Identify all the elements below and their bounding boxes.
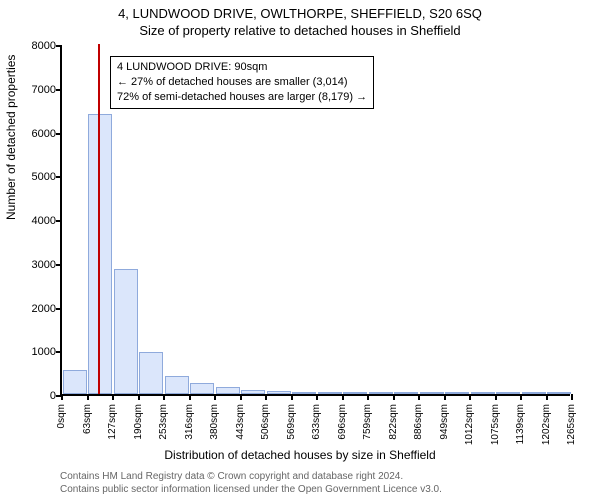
xtick-mark	[214, 394, 216, 400]
chart-subtitle: Size of property relative to detached ho…	[0, 21, 600, 38]
xtick-label: 316sqm	[184, 404, 195, 440]
histogram-bar	[496, 392, 520, 394]
xtick-mark	[189, 394, 191, 400]
ytick-label: 8000	[32, 40, 56, 52]
xtick-mark	[367, 394, 369, 400]
xtick-label: 1012sqm	[464, 404, 475, 445]
xtick-mark	[520, 394, 522, 400]
histogram-bar	[394, 392, 418, 394]
histogram-bar	[420, 392, 444, 394]
xtick-label: 886sqm	[413, 404, 424, 440]
ytick-mark	[56, 264, 62, 266]
x-axis-label: Distribution of detached houses by size …	[0, 448, 600, 462]
histogram-bar	[547, 392, 571, 394]
xtick-label: 190sqm	[133, 404, 144, 440]
histogram-bar	[63, 370, 87, 394]
ytick-mark	[56, 176, 62, 178]
ytick-mark	[56, 133, 62, 135]
xtick-label: 253sqm	[158, 404, 169, 440]
xtick-mark	[393, 394, 395, 400]
xtick-mark	[163, 394, 165, 400]
ytick-label: 5000	[32, 171, 56, 183]
ytick-label: 1000	[32, 346, 56, 358]
xtick-label: 443sqm	[235, 404, 246, 440]
ytick-label: 7000	[32, 84, 56, 96]
xtick-label: 63sqm	[82, 404, 93, 434]
xtick-mark	[546, 394, 548, 400]
histogram-bar	[267, 391, 291, 394]
histogram-bar	[241, 390, 265, 394]
histogram-bar	[318, 392, 342, 394]
xtick-mark	[444, 394, 446, 400]
property-marker-line	[98, 44, 100, 394]
histogram-bar	[522, 392, 546, 394]
xtick-label: 1202sqm	[541, 404, 552, 445]
ytick-label: 2000	[32, 303, 56, 315]
xtick-mark	[316, 394, 318, 400]
infobox-line: ← 27% of detached houses are smaller (3,…	[117, 75, 367, 90]
footer-line-1: Contains HM Land Registry data © Crown c…	[60, 470, 442, 483]
chart-plot-area: 4 LUNDWOOD DRIVE: 90sqm← 27% of detached…	[60, 46, 570, 396]
histogram-bar	[445, 392, 469, 394]
footer-line-2: Contains public sector information licen…	[60, 483, 442, 496]
footer-attribution: Contains HM Land Registry data © Crown c…	[60, 470, 442, 496]
infobox-line: 72% of semi-detached houses are larger (…	[117, 90, 367, 105]
xtick-label: 759sqm	[362, 404, 373, 440]
xtick-label: 0sqm	[56, 404, 67, 428]
xtick-mark	[342, 394, 344, 400]
histogram-bar	[88, 114, 112, 394]
xtick-mark	[571, 394, 573, 400]
xtick-label: 696sqm	[337, 404, 348, 440]
xtick-mark	[138, 394, 140, 400]
property-info-box: 4 LUNDWOOD DRIVE: 90sqm← 27% of detached…	[110, 56, 374, 109]
xtick-mark	[291, 394, 293, 400]
xtick-mark	[112, 394, 114, 400]
xtick-mark	[240, 394, 242, 400]
xtick-label: 127sqm	[107, 404, 118, 440]
xtick-label: 1265sqm	[566, 404, 577, 445]
histogram-bar	[139, 352, 163, 394]
ytick-label: 0	[50, 390, 56, 402]
y-axis-label: Number of detached properties	[4, 55, 18, 220]
xtick-label: 949sqm	[439, 404, 450, 440]
xtick-mark	[87, 394, 89, 400]
ytick-mark	[56, 351, 62, 353]
xtick-label: 633sqm	[311, 404, 322, 440]
xtick-mark	[265, 394, 267, 400]
ytick-mark	[56, 89, 62, 91]
xtick-label: 1075sqm	[490, 404, 501, 445]
ytick-mark	[56, 220, 62, 222]
histogram-bar	[369, 392, 393, 394]
histogram-bar	[114, 269, 138, 394]
chart-title: 4, LUNDWOOD DRIVE, OWLTHORPE, SHEFFIELD,…	[0, 0, 600, 21]
ytick-mark	[56, 45, 62, 47]
xtick-mark	[418, 394, 420, 400]
xtick-label: 506sqm	[260, 404, 271, 440]
ytick-label: 3000	[32, 259, 56, 271]
xtick-mark	[469, 394, 471, 400]
histogram-bar	[471, 392, 495, 394]
ytick-mark	[56, 308, 62, 310]
histogram-bar	[216, 387, 240, 394]
infobox-line: 4 LUNDWOOD DRIVE: 90sqm	[117, 60, 367, 75]
xtick-mark	[495, 394, 497, 400]
histogram-bar	[190, 383, 214, 394]
xtick-label: 569sqm	[286, 404, 297, 440]
xtick-label: 380sqm	[209, 404, 220, 440]
xtick-mark	[61, 394, 63, 400]
ytick-label: 6000	[32, 128, 56, 140]
histogram-bar	[292, 392, 316, 394]
xtick-label: 822sqm	[388, 404, 399, 440]
ytick-label: 4000	[32, 215, 56, 227]
xtick-label: 1139sqm	[515, 404, 526, 444]
histogram-bar	[165, 376, 189, 394]
histogram-bar	[343, 392, 367, 394]
